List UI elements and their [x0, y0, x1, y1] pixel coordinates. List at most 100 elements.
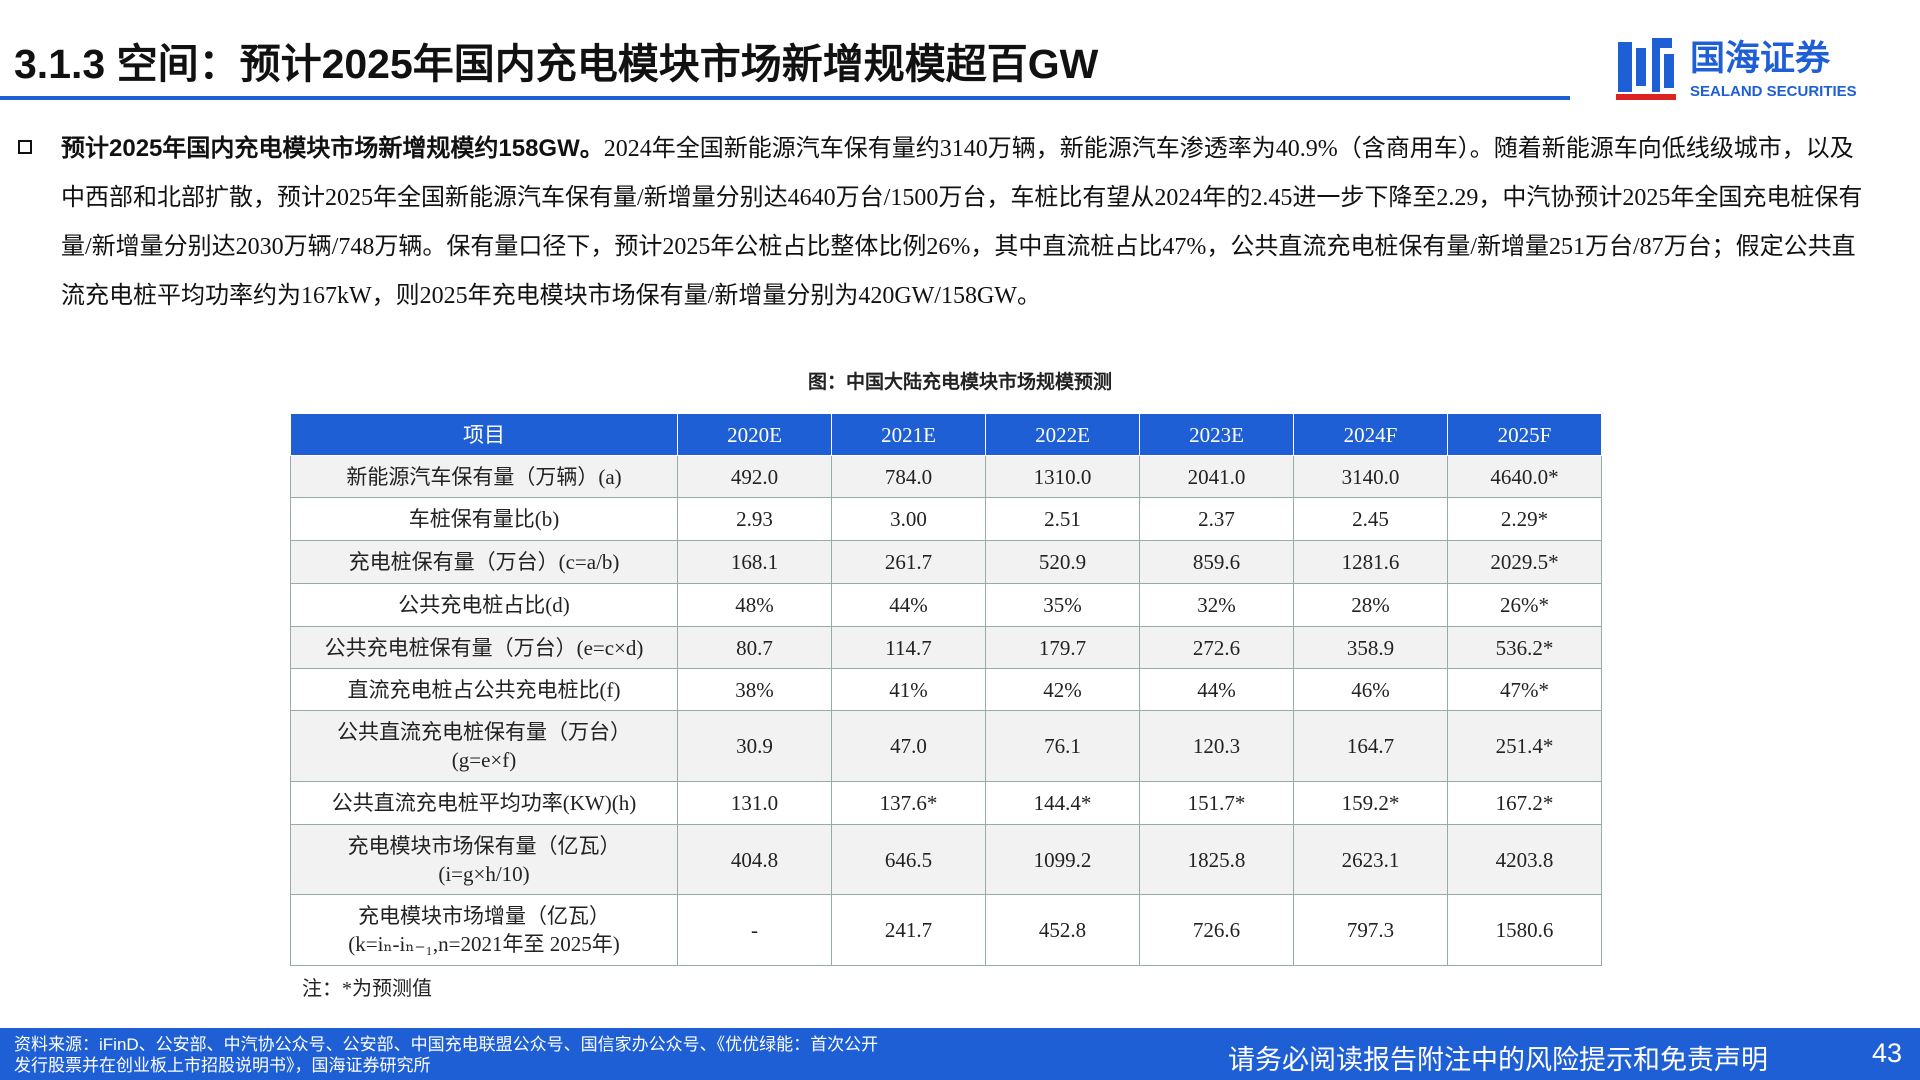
page-number: 43: [1872, 1038, 1903, 1068]
bullet-text: 预计2025年国内充电模块市场新增规模约158GW。2024年全国新能源汽车保有…: [61, 124, 1863, 321]
value-cell: 26%*: [1447, 583, 1602, 627]
table-row: 充电模块市场增量（亿瓦） (k=iₙ-iₙ₋₁,n=2021年至 2025年) -…: [290, 894, 1602, 966]
value-cell: 452.8: [985, 894, 1140, 966]
value-cell: 2041.0: [1139, 455, 1294, 498]
value-cell: -: [677, 894, 832, 966]
value-cell: 1281.6: [1293, 540, 1448, 584]
value-cell: 646.5: [831, 824, 986, 895]
header-cell: 2023E: [1139, 413, 1294, 456]
value-cell: 797.3: [1293, 894, 1448, 966]
value-cell: 520.9: [985, 540, 1140, 584]
disclaimer: 请务必阅读报告附注中的风险提示和免责声明: [1228, 1045, 1768, 1075]
header-cell: 2024F: [1293, 413, 1448, 456]
label-cell: 公共直流充电桩保有量（万台） (g=e×f): [290, 710, 678, 782]
value-cell: 1099.2: [985, 824, 1140, 895]
bullet-square: [18, 140, 32, 154]
table-row: 充电模块市场保有量（亿瓦） (i=g×h/10) 404.8 646.5 1099.2…: [290, 824, 1602, 895]
value-cell: 2.51: [985, 497, 1140, 541]
value-cell: 1825.8: [1139, 824, 1294, 895]
label-cell: 新能源汽车保有量（万辆）(a): [290, 455, 678, 498]
header-cell: 2021E: [831, 413, 986, 456]
value-cell: 2.45: [1293, 497, 1448, 541]
bullet-body: 2024年全国新能源汽车保有量约3140万辆，新能源汽车渗透率为40.9%（含商…: [61, 136, 1863, 309]
bullet-lead: 预计2025年国内充电模块市场新增规模约158GW。: [61, 135, 604, 162]
bullet: 预计2025年国内充电模块市场新增规模约158GW。2024年全国新能源汽车保有…: [18, 124, 1863, 321]
value-cell: 272.6: [1139, 626, 1294, 669]
label-cell: 直流充电桩占公共充电桩比(f): [290, 668, 678, 711]
value-cell: 2.29*: [1447, 497, 1602, 541]
table-row: 公共充电桩保有量（万台）(e=c×d) 80.7 114.7 179.7 272.6 35…: [290, 626, 1602, 669]
value-cell: 76.1: [985, 710, 1140, 782]
label-cell: 充电模块市场保有量（亿瓦） (i=g×h/10): [290, 824, 678, 895]
table-caption: 图：中国大陆充电模块市场规模预测: [807, 372, 1112, 393]
value-cell: 164.7: [1293, 710, 1448, 782]
value-cell: 2.37: [1139, 497, 1294, 541]
value-cell: 80.7: [677, 626, 832, 669]
value-cell: 536.2*: [1447, 626, 1602, 669]
value-cell: 4203.8: [1447, 824, 1602, 895]
value-cell: 114.7: [831, 626, 986, 669]
table-row: 公共直流充电桩保有量（万台） (g=e×f) 30.9 47.0 76.1 120.3 1…: [290, 710, 1602, 782]
value-cell: 151.7*: [1139, 781, 1294, 825]
label-cell: 充电模块市场增量（亿瓦） (k=iₙ-iₙ₋₁,n=2021年至 2025年): [290, 894, 678, 966]
logo-en: SEALAND SECURITIES: [1690, 83, 1857, 100]
table-note: 注：*为预测值: [302, 978, 432, 1000]
value-cell: 47.0: [831, 710, 986, 782]
label-cell: 车桩保有量比(b): [290, 497, 678, 541]
value-cell: 2623.1: [1293, 824, 1448, 895]
value-cell: 2029.5*: [1447, 540, 1602, 584]
value-cell: 159.2*: [1293, 781, 1448, 825]
table-row: 公共直流充电桩平均功率(KW)(h) 131.0 137.6* 144.4* 151.7…: [290, 781, 1602, 825]
value-cell: 35%: [985, 583, 1140, 627]
value-cell: 1580.6: [1447, 894, 1602, 966]
header-cell: 2025F: [1447, 413, 1602, 456]
title-rule: [0, 96, 1570, 100]
value-cell: 41%: [831, 668, 986, 711]
value-cell: 241.7: [831, 894, 986, 966]
value-cell: 4640.0*: [1447, 455, 1602, 498]
value-cell: 131.0: [677, 781, 832, 825]
label-cell: 充电桩保有量（万台）(c=a/b): [290, 540, 678, 584]
value-cell: 30.9: [677, 710, 832, 782]
logo: 国海证券 SEALAND SECURITIES: [1612, 34, 1902, 104]
header-cell: 项目: [290, 413, 678, 456]
value-cell: 32%: [1139, 583, 1294, 627]
value-cell: 3.00: [831, 497, 986, 541]
value-cell: 42%: [985, 668, 1140, 711]
value-cell: 44%: [831, 583, 986, 627]
label-cell: 公共直流充电桩平均功率(KW)(h): [290, 781, 678, 825]
value-cell: 48%: [677, 583, 832, 627]
value-cell: 859.6: [1139, 540, 1294, 584]
table-row: 充电桩保有量（万台）(c=a/b) 168.1 261.7 520.9 859.6 128…: [290, 540, 1602, 584]
footer: 资料来源：iFinD、公安部、中汽协公众号、公安部、中国充电联盟公众号、国信家办…: [0, 1028, 1920, 1080]
value-cell: 3140.0: [1293, 455, 1448, 498]
value-cell: 261.7: [831, 540, 986, 584]
label-cell: 公共充电桩保有量（万台）(e=c×d): [290, 626, 678, 669]
header-row: 项目 2020E 2021E 2022E 2023E 2024F 2025F: [290, 413, 1602, 456]
logo-icon: 国海证券 SEALAND SECURITIES: [1616, 38, 1857, 100]
value-cell: 144.4*: [985, 781, 1140, 825]
value-cell: 492.0: [677, 455, 832, 498]
value-cell: 1310.0: [985, 455, 1140, 498]
logo-cn: 国海证券: [1690, 39, 1831, 78]
table-row: 车桩保有量比(b) 2.93 3.00 2.51 2.37 2.45 2.29*: [290, 497, 1602, 541]
table-row: 直流充电桩占公共充电桩比(f) 38% 41% 42% 44% 46% 47%*: [290, 668, 1602, 711]
value-cell: 358.9: [1293, 626, 1448, 669]
table: 项目 2020E 2021E 2022E 2023E 2024F 2025F 新能源汽车保有量…: [290, 413, 1602, 966]
value-cell: 168.1: [677, 540, 832, 584]
value-cell: 167.2*: [1447, 781, 1602, 825]
header-cell: 2022E: [985, 413, 1140, 456]
value-cell: 784.0: [831, 455, 986, 498]
label-cell: 公共充电桩占比(d): [290, 583, 678, 627]
value-cell: 46%: [1293, 668, 1448, 711]
value-cell: 28%: [1293, 583, 1448, 627]
table-row: 公共充电桩占比(d) 48% 44% 35% 32% 28% 26%*: [290, 583, 1602, 627]
value-cell: 404.8: [677, 824, 832, 895]
header-cell: 2020E: [677, 413, 832, 456]
value-cell: 120.3: [1139, 710, 1294, 782]
value-cell: 44%: [1139, 668, 1294, 711]
table-row: 新能源汽车保有量（万辆）(a) 492.0 784.0 1310.0 2041.0 314…: [290, 455, 1602, 498]
value-cell: 251.4*: [1447, 710, 1602, 782]
title: 3.1.3 空间：预计2025年国内充电模块市场新增规模超百GW: [14, 41, 1099, 87]
value-cell: 137.6*: [831, 781, 986, 825]
